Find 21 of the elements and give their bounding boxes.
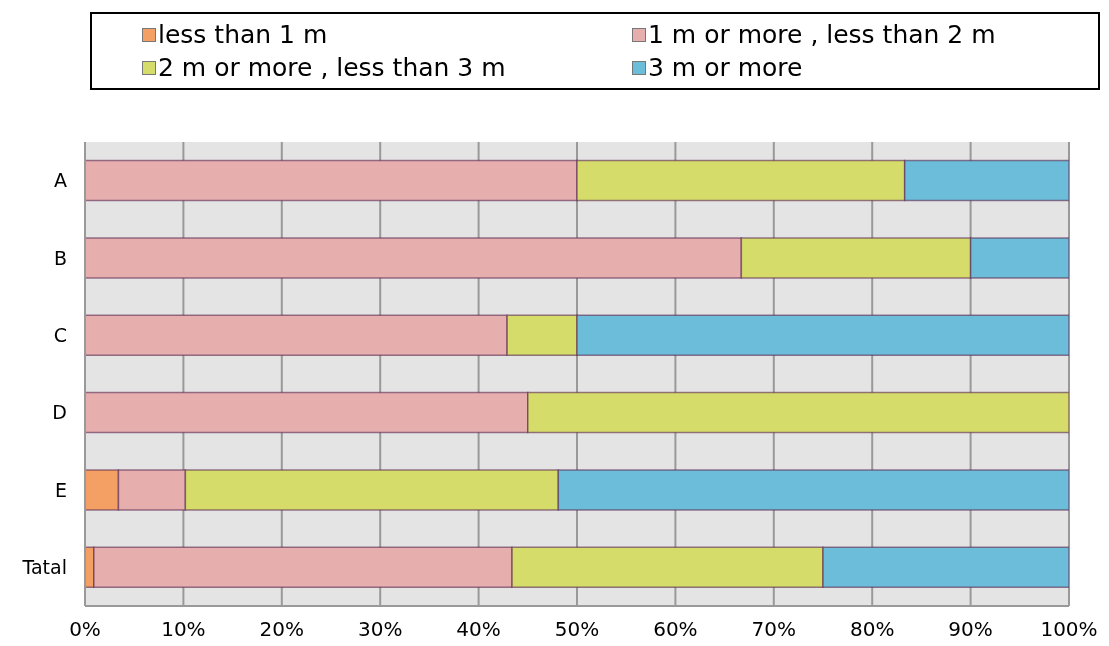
y-tick-label: D	[52, 401, 67, 424]
x-tick-label: 10%	[161, 617, 206, 642]
x-tick-label: 70%	[751, 617, 797, 642]
x-tick-label: 40%	[456, 617, 501, 642]
legend-label: 2 m or more , less than 3 m	[158, 53, 506, 82]
legend-label: 1 m or more , less than 2 m	[648, 20, 996, 49]
legend-label: less than 1 m	[158, 20, 328, 49]
y-tick-label: C	[53, 324, 67, 347]
x-tick-label: 80%	[849, 617, 895, 642]
x-tick-label: 100%	[1040, 617, 1098, 642]
x-tick-label: 90%	[948, 617, 993, 642]
x-tick-label: 30%	[357, 617, 403, 642]
y-tick-label: B	[53, 246, 67, 269]
x-tick-label: 60%	[653, 617, 698, 642]
y-tick-label: E	[54, 478, 67, 501]
x-tick-label: 20%	[259, 617, 305, 642]
x-tick-label: 0%	[69, 617, 101, 642]
y-tick-label: Tatal	[21, 556, 67, 579]
x-tick-label: 50%	[554, 617, 600, 642]
legend-label: 3 m or more	[648, 53, 803, 82]
y-tick-label: A	[54, 169, 67, 192]
